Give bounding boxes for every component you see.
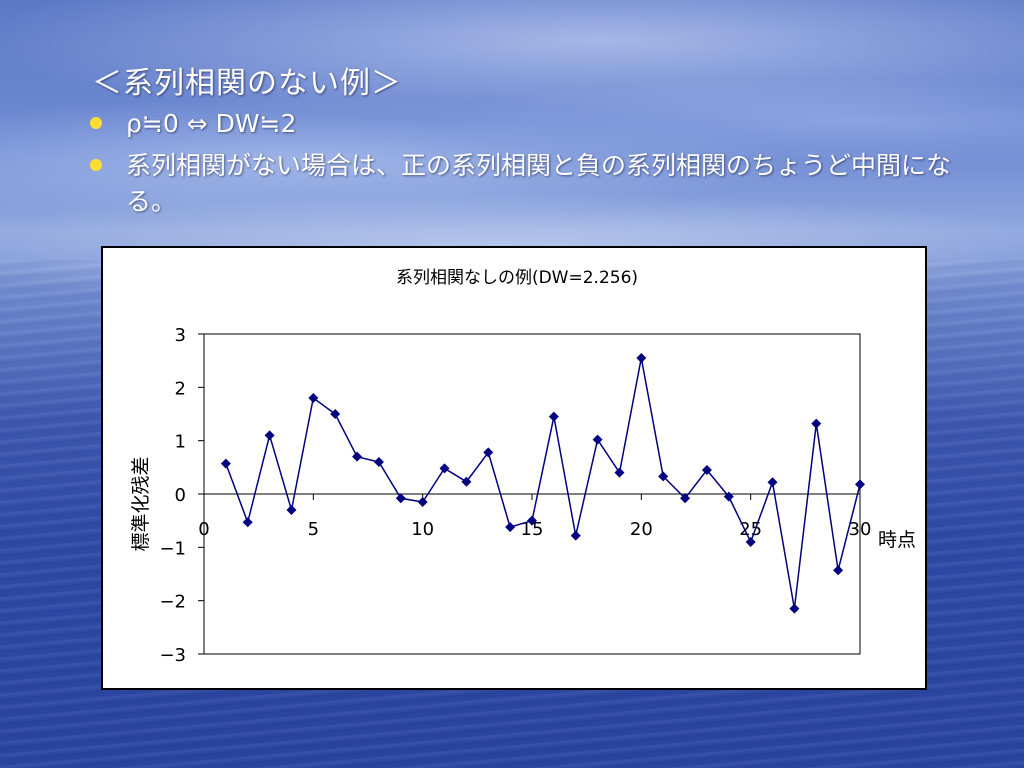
data-point-marker xyxy=(417,497,428,507)
data-point-marker xyxy=(811,418,822,429)
x-axis-label: 時点 xyxy=(878,529,916,551)
x-tick-label: 30 xyxy=(849,519,872,540)
y-tick-label: 2 xyxy=(175,378,186,399)
data-point-marker xyxy=(220,458,231,469)
x-tick-label: 20 xyxy=(630,519,653,540)
data-point-marker xyxy=(352,451,363,462)
y-tick-label: 3 xyxy=(175,325,186,346)
data-point-marker xyxy=(833,565,844,576)
chart-panel: 系列相関なしの例(DW=2.256) 3 2 1 0 −1 −2 −3 0 5 10 15 20 25… xyxy=(101,246,927,690)
y-tick-label: −3 xyxy=(159,645,186,666)
bullet-item: 系列相関がない場合は、正の系列相関と負の系列相関のちょうど中間になる。 xyxy=(88,148,968,220)
data-point-marker xyxy=(527,515,537,526)
slide-title: ＜系列相関のない例＞ xyxy=(92,66,402,101)
data-point-marker xyxy=(592,434,603,445)
x-tick-label: 5 xyxy=(308,519,319,540)
data-point-marker xyxy=(461,476,472,487)
data-point-marker xyxy=(439,463,450,474)
data-point-marker xyxy=(701,465,712,475)
data-point-marker xyxy=(789,603,800,614)
data-point-marker xyxy=(658,471,669,482)
series-line xyxy=(225,357,861,609)
data-point-marker xyxy=(636,353,647,363)
data-point-marker xyxy=(373,457,384,467)
bullet-list: ρ≒0 ⇔ DW≒2 系列相関がない場合は、正の系列相関と負の系列相関のちょうど… xyxy=(88,106,968,226)
bullet-text: 系列相関がない場合は、正の系列相関と負の系列相関のちょうど中間になる。 xyxy=(126,151,952,216)
bullet-dot-icon xyxy=(90,117,102,129)
data-point-marker xyxy=(855,479,865,490)
data-point-marker xyxy=(264,430,275,441)
y-tick-label: 1 xyxy=(175,432,186,453)
x-tick-label: 0 xyxy=(198,519,209,540)
data-point-marker xyxy=(767,477,778,488)
x-tick-label: 10 xyxy=(411,519,434,540)
x-tick-label: 15 xyxy=(521,519,544,540)
bullet-text: ρ≒0 ⇔ DW≒2 xyxy=(126,109,297,138)
data-point-marker xyxy=(745,537,756,547)
data-point-marker xyxy=(286,505,297,515)
chart-title: 系列相関なしの例(DW=2.256) xyxy=(396,268,638,288)
y-tick-label: −1 xyxy=(159,538,186,559)
data-point-marker xyxy=(723,491,734,502)
data-point-marker xyxy=(505,522,516,533)
y-tick-label: 0 xyxy=(175,485,186,506)
y-tick-label: −2 xyxy=(159,592,186,613)
bullet-item: ρ≒0 ⇔ DW≒2 xyxy=(88,106,968,142)
data-point-marker xyxy=(308,393,319,403)
data-point-marker xyxy=(614,467,625,478)
data-point-marker xyxy=(570,530,581,541)
data-point-marker xyxy=(395,493,406,504)
data-point-marker xyxy=(680,493,691,504)
data-point-marker xyxy=(483,447,494,458)
bullet-dot-icon xyxy=(90,159,102,171)
data-point-marker xyxy=(548,411,559,422)
data-point-marker xyxy=(242,517,253,528)
y-axis-label: 標準化残差 xyxy=(130,456,152,551)
data-point-marker xyxy=(330,409,341,419)
